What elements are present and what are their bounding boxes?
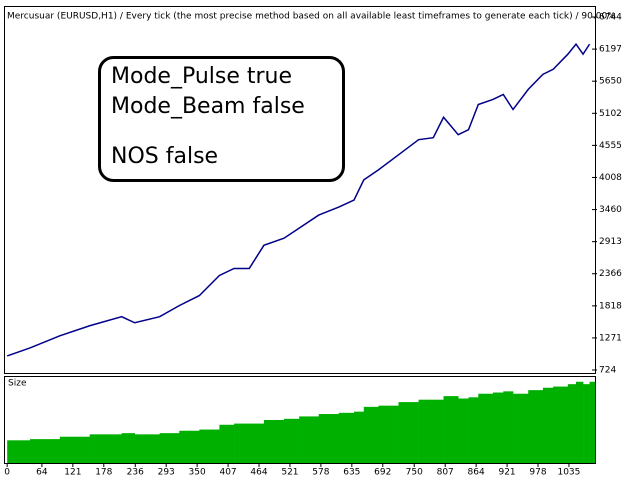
x-tick-label: 921 — [498, 468, 515, 478]
size-frame — [4, 376, 596, 464]
x-tick-label: 978 — [529, 468, 546, 478]
size-bar — [89, 434, 122, 463]
size-bar — [513, 393, 529, 463]
size-bar — [478, 393, 494, 463]
size-bar — [299, 416, 320, 463]
size-bar — [179, 430, 200, 463]
size-bar — [249, 423, 265, 463]
size-bar — [199, 429, 220, 463]
size-bar — [418, 399, 434, 463]
x-tick-label: 464 — [250, 468, 267, 478]
x-tick-label: 178 — [95, 468, 112, 478]
size-bar — [263, 420, 285, 463]
annotation: Mode_Pulse true — [111, 64, 292, 89]
size-bar — [7, 440, 31, 463]
size-bar — [503, 391, 514, 463]
size-bar — [492, 392, 504, 463]
size-bar — [443, 396, 459, 463]
size-bar — [576, 381, 584, 463]
annotation: NOS false — [111, 144, 218, 169]
size-bar — [567, 384, 577, 463]
balance-line — [6, 42, 591, 357]
y-tick-label: 4008 — [599, 173, 622, 183]
size-bar — [553, 386, 569, 463]
size-bar — [589, 381, 596, 463]
size-bar — [433, 399, 444, 463]
x-tick-label: 350 — [189, 468, 206, 478]
size-bar — [468, 397, 479, 463]
size-bar — [234, 423, 250, 463]
annotation: Mode_Beam false — [111, 94, 305, 119]
x-tick-label: 578 — [312, 468, 329, 478]
x-tick-label: 121 — [64, 468, 81, 478]
y-tick-label: 5650 — [599, 77, 622, 87]
size-bar — [354, 411, 365, 463]
size-bar — [363, 406, 379, 463]
y-tick-label: 5102 — [599, 109, 622, 119]
x-tick-label: 236 — [127, 468, 144, 478]
chart-title: Mercusuar (EURUSD,H1) / Every tick (the … — [7, 12, 616, 22]
y-tick-label: 3460 — [599, 205, 622, 215]
size-bar — [219, 424, 235, 463]
y-tick-label: 6744 — [599, 13, 622, 23]
size-bar — [283, 418, 300, 463]
x-tick-label: 1035 — [557, 468, 580, 478]
size-bar — [458, 398, 469, 463]
y-tick-label: 1271 — [599, 333, 622, 343]
size-bar — [583, 384, 590, 463]
y-tick-label: 1818 — [599, 301, 622, 311]
x-tick-label: 864 — [468, 468, 485, 478]
y-tick-label: 724 — [599, 366, 616, 376]
size-bar — [159, 433, 180, 463]
y-tick-label: 2366 — [599, 269, 622, 279]
x-tick-label: 521 — [281, 468, 298, 478]
x-tick-label: 64 — [36, 468, 48, 478]
size-bar — [59, 436, 90, 463]
x-tick-label: 635 — [343, 468, 360, 478]
y-tick-label: 4555 — [599, 141, 622, 151]
x-tick-label: 692 — [374, 468, 391, 478]
size-bar — [121, 433, 136, 463]
y-tick-label: 6197 — [599, 45, 622, 55]
x-tick-label: 807 — [437, 468, 454, 478]
size-bar — [29, 439, 61, 463]
size-bar — [378, 405, 399, 463]
size-bar — [542, 387, 554, 463]
main-frame — [4, 6, 596, 374]
y-tick-label: 2913 — [599, 237, 622, 247]
x-tick-label: 407 — [219, 468, 236, 478]
size-bar — [134, 434, 160, 463]
x-tick-label: 293 — [158, 468, 175, 478]
annotation-box — [98, 56, 345, 182]
size-bar — [398, 402, 419, 463]
panel-title: Size — [8, 379, 27, 389]
size-bar — [528, 390, 544, 463]
size-bar — [318, 414, 340, 463]
x-tick-label: 750 — [406, 468, 423, 478]
size-bar — [338, 412, 355, 463]
x-tick-label: 0 — [4, 468, 10, 478]
